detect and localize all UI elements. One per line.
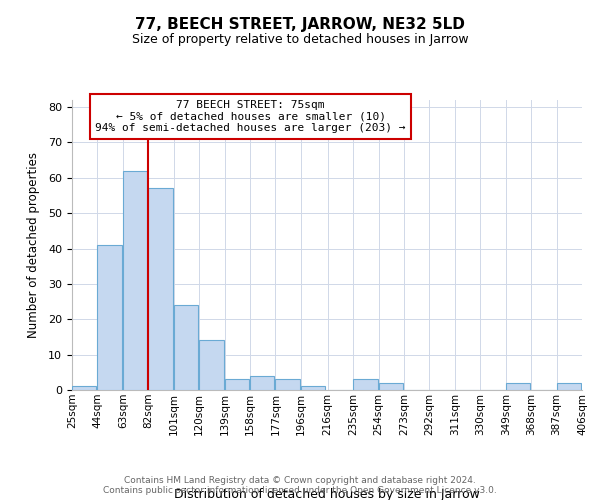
Bar xyxy=(148,188,173,390)
Bar xyxy=(72,386,97,390)
Bar xyxy=(301,386,325,390)
Bar xyxy=(379,383,403,390)
Text: 77 BEECH STREET: 75sqm
← 5% of detached houses are smaller (10)
94% of semi-deta: 77 BEECH STREET: 75sqm ← 5% of detached … xyxy=(95,100,406,133)
Bar xyxy=(174,305,198,390)
Text: 77, BEECH STREET, JARROW, NE32 5LD: 77, BEECH STREET, JARROW, NE32 5LD xyxy=(135,18,465,32)
Text: Contains public sector information licensed under the Open Government Licence v3: Contains public sector information licen… xyxy=(103,486,497,495)
Bar xyxy=(557,383,581,390)
X-axis label: Distribution of detached houses by size in Jarrow: Distribution of detached houses by size … xyxy=(174,488,480,500)
Y-axis label: Number of detached properties: Number of detached properties xyxy=(27,152,40,338)
Bar xyxy=(506,383,530,390)
Bar xyxy=(250,376,274,390)
Bar xyxy=(97,245,122,390)
Bar xyxy=(123,170,147,390)
Bar xyxy=(199,340,224,390)
Bar xyxy=(275,380,300,390)
Text: Size of property relative to detached houses in Jarrow: Size of property relative to detached ho… xyxy=(131,32,469,46)
Text: Contains HM Land Registry data © Crown copyright and database right 2024.: Contains HM Land Registry data © Crown c… xyxy=(124,476,476,485)
Bar xyxy=(224,380,249,390)
Bar xyxy=(353,380,377,390)
